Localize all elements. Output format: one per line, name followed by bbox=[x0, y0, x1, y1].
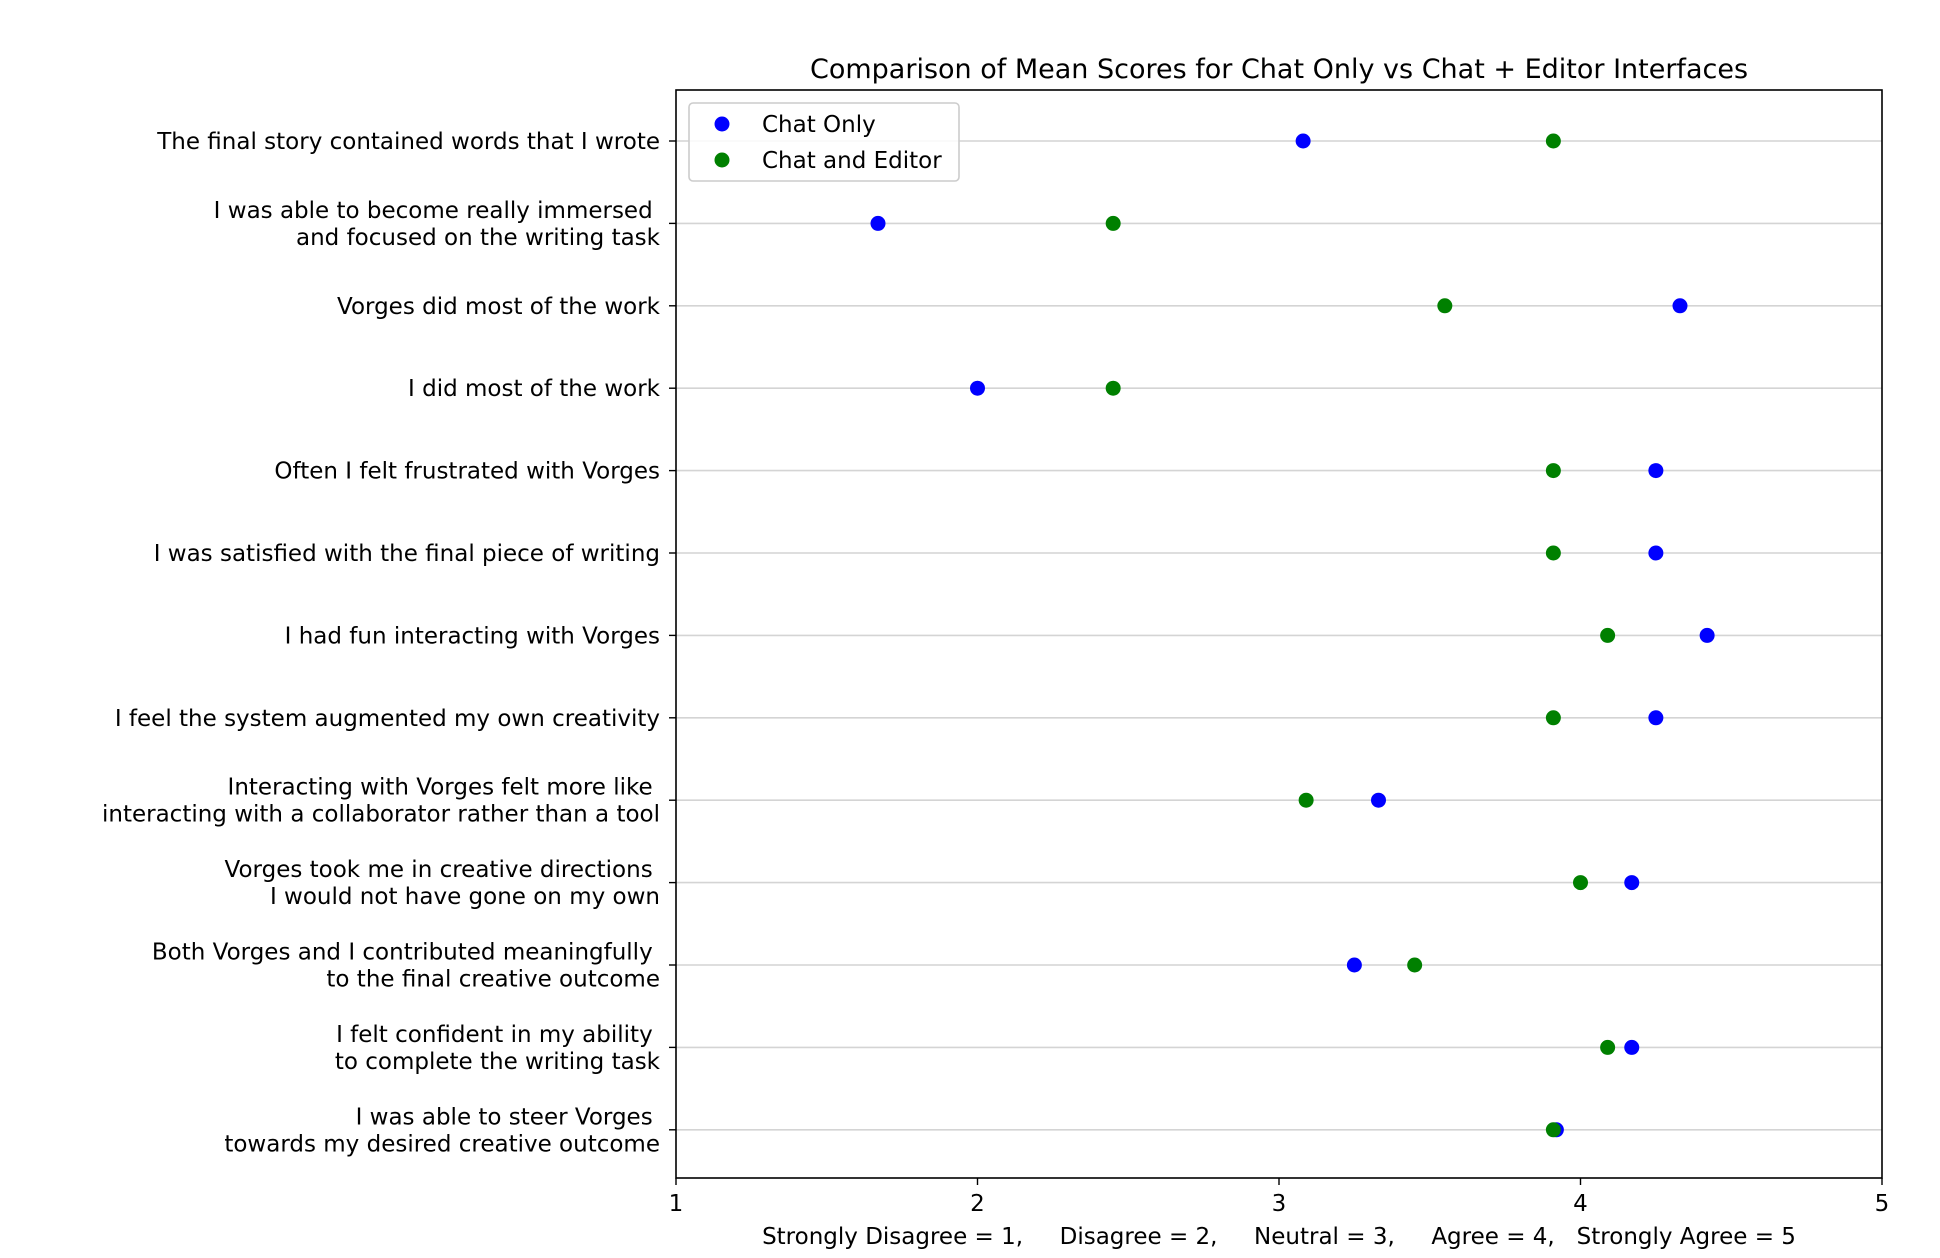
y-tick-label: I felt confident in my ability to comple… bbox=[335, 1022, 661, 1075]
y-tick-label: I had fun interacting with Vorges bbox=[285, 623, 660, 649]
point-chat-and-editor bbox=[1105, 215, 1121, 231]
y-tick-label-line: I was able to become really immersed bbox=[214, 198, 660, 224]
point-chat-and-editor bbox=[1545, 710, 1561, 726]
x-tick-label: 3 bbox=[1272, 1191, 1287, 1217]
point-chat-only bbox=[1295, 133, 1311, 149]
point-chat-and-editor bbox=[1545, 545, 1561, 561]
point-chat-and-editor bbox=[1407, 957, 1423, 973]
y-tick-label-line: The final story contained words that I w… bbox=[156, 129, 660, 155]
axis-ticks: The final story contained words that I w… bbox=[102, 129, 1889, 1217]
point-chat-and-editor bbox=[1573, 875, 1588, 891]
point-chat-only bbox=[1648, 463, 1664, 479]
point-chat-and-editor bbox=[1545, 1122, 1561, 1138]
y-tick-label-line: I did most of the work bbox=[408, 376, 661, 402]
y-tick-label-line: I felt confident in my ability bbox=[336, 1022, 660, 1048]
point-chat-and-editor bbox=[1600, 627, 1616, 643]
y-tick-label-line: I feel the system augmented my own creat… bbox=[115, 706, 660, 732]
legend-label: Chat and Editor bbox=[762, 148, 942, 174]
y-tick-label-line: to the final creative outcome bbox=[326, 967, 660, 993]
y-tick-label-line: I would not have gone on my own bbox=[270, 884, 660, 910]
point-chat-only bbox=[1648, 545, 1664, 561]
legend: Chat Only Chat and Editor bbox=[688, 102, 960, 182]
y-tick-label: I was able to become really immersed and… bbox=[214, 198, 661, 251]
y-tick-label-line: interacting with a collaborator rather t… bbox=[102, 802, 660, 828]
point-chat-and-editor bbox=[1545, 133, 1561, 149]
point-chat-only bbox=[1624, 875, 1640, 891]
point-chat-and-editor bbox=[1105, 380, 1121, 396]
y-tick-label-line: I was satisfied with the final piece of … bbox=[154, 541, 660, 567]
y-tick-label-line: Vorges did most of the work bbox=[337, 294, 661, 320]
chart-title: Comparison of Mean Scores for Chat Only … bbox=[810, 54, 1748, 85]
y-tick-label-line: I was able to steer Vorges bbox=[356, 1104, 660, 1130]
point-chat-only bbox=[870, 215, 886, 231]
x-tick-label: 1 bbox=[669, 1191, 684, 1217]
point-chat-only bbox=[1672, 298, 1688, 314]
point-chat-only bbox=[1648, 710, 1664, 726]
gridlines bbox=[676, 140, 1882, 1131]
legend-marker bbox=[714, 116, 730, 132]
y-tick-label-line: towards my desired creative outcome bbox=[224, 1131, 660, 1157]
x-tick-label: 5 bbox=[1875, 1191, 1890, 1217]
y-tick-label-line: Often I felt frustrated with Vorges bbox=[274, 459, 660, 485]
point-chat-only bbox=[970, 380, 985, 396]
legend-label: Chat Only bbox=[762, 112, 876, 138]
y-tick-label-line: Interacting with Vorges felt more like bbox=[228, 775, 660, 801]
x-axis-label: Strongly Disagree = 1, Disagree = 2, Neu… bbox=[762, 1224, 1796, 1250]
point-chat-only bbox=[1370, 792, 1386, 808]
y-tick-label: Vorges did most of the work bbox=[337, 294, 661, 320]
y-tick-label: Both Vorges and I contributed meaningful… bbox=[152, 940, 660, 993]
point-chat-only bbox=[1624, 1039, 1640, 1055]
legend-marker bbox=[714, 152, 730, 168]
legend-box bbox=[688, 102, 960, 182]
point-chat-and-editor bbox=[1298, 792, 1314, 808]
point-chat-and-editor bbox=[1600, 1039, 1616, 1055]
x-tick-label: 4 bbox=[1573, 1191, 1588, 1217]
point-chat-only bbox=[1346, 957, 1362, 973]
y-tick-label-line: I had fun interacting with Vorges bbox=[285, 623, 660, 649]
data-markers bbox=[870, 133, 1715, 1138]
y-tick-label-line: to complete the writing task bbox=[335, 1049, 661, 1075]
point-chat-and-editor bbox=[1437, 298, 1453, 314]
y-tick-label: Often I felt frustrated with Vorges bbox=[274, 459, 660, 485]
y-tick-label-line: and focused on the writing task bbox=[296, 225, 661, 251]
y-tick-label: I was able to steer Vorges towards my de… bbox=[224, 1104, 660, 1157]
y-tick-label: I did most of the work bbox=[408, 376, 661, 402]
y-tick-label: I was satisfied with the final piece of … bbox=[154, 541, 660, 567]
y-tick-label: Interacting with Vorges felt more like i… bbox=[102, 775, 660, 828]
y-tick-label: The final story contained words that I w… bbox=[156, 129, 660, 155]
y-tick-label: Vorges took me in creative directions I … bbox=[225, 857, 660, 910]
plot-frame bbox=[675, 89, 1883, 1179]
point-chat-only bbox=[1699, 627, 1715, 643]
y-tick-label: I feel the system augmented my own creat… bbox=[115, 706, 660, 732]
y-tick-label-line: Vorges took me in creative directions bbox=[225, 857, 660, 883]
y-tick-label-line: Both Vorges and I contributed meaningful… bbox=[152, 940, 660, 966]
point-chat-and-editor bbox=[1545, 463, 1561, 479]
x-tick-label: 2 bbox=[970, 1191, 985, 1217]
